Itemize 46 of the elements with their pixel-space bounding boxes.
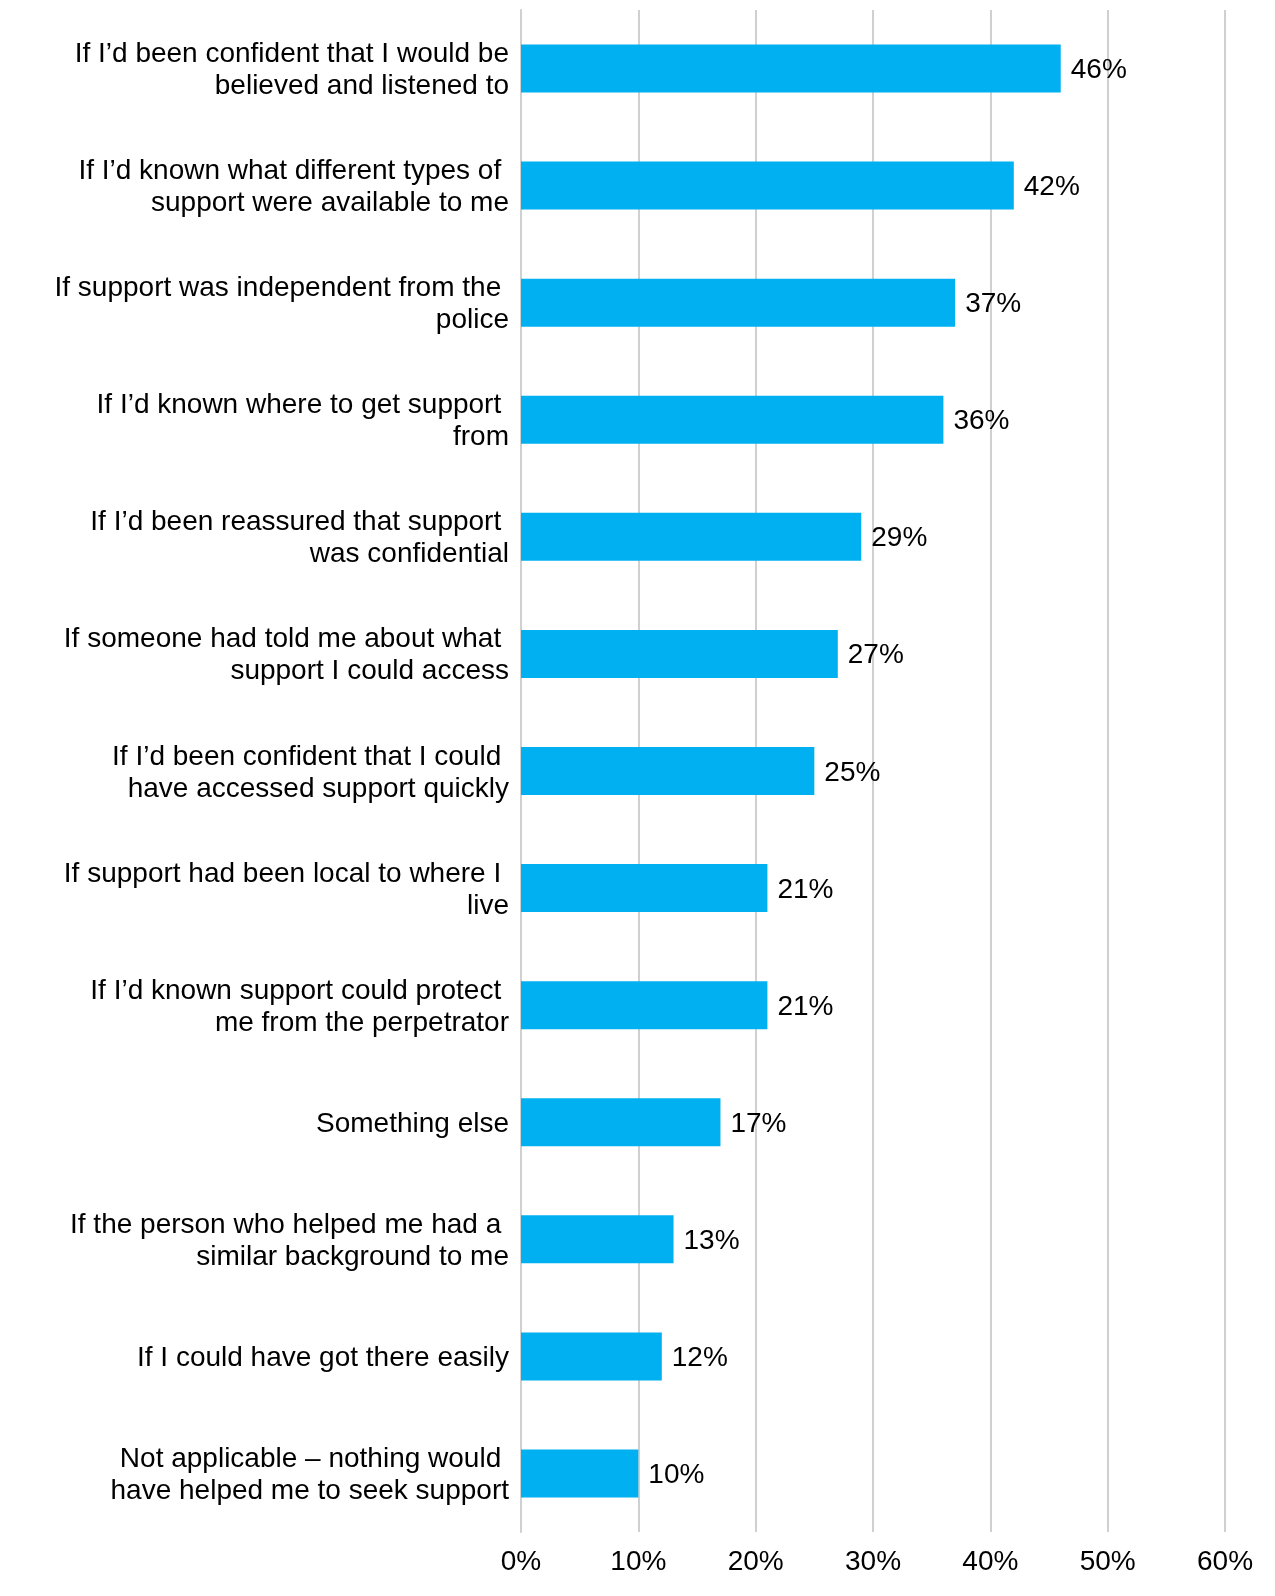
data-label: 13% <box>683 1223 740 1255</box>
data-label: 37% <box>965 287 1022 319</box>
bar <box>521 161 1014 210</box>
y-tick-label: If someone had told me about what support I could access <box>63 622 509 686</box>
data-label: 36% <box>953 404 1010 436</box>
x-tick-label: 60% <box>1196 1544 1254 1576</box>
y-tick-label: If I could have got there easily <box>137 1340 509 1372</box>
x-tick-label: 50% <box>1079 1544 1136 1576</box>
x-tick-label: 0% <box>500 1544 542 1576</box>
data-label: 25% <box>824 755 881 787</box>
x-tick-label: 40% <box>962 1544 1019 1576</box>
data-label: 42% <box>1023 170 1080 202</box>
y-tick-label: If support had been local to where I live <box>63 856 509 920</box>
data-label: 27% <box>847 638 904 670</box>
data-label: 10% <box>648 1457 705 1489</box>
y-tick-label: If I’d known where to get support from <box>96 388 509 452</box>
x-tick-label: 20% <box>727 1544 784 1576</box>
data-label: 17% <box>730 1106 787 1138</box>
x-tick-label: 10% <box>610 1544 667 1576</box>
data-label: 12% <box>671 1340 728 1372</box>
data-label: 21% <box>777 989 834 1021</box>
data-label: 21% <box>777 872 834 904</box>
y-tick-label: If the person who helped me had a similar background to me <box>70 1207 509 1271</box>
bar <box>521 1215 674 1264</box>
bar <box>521 512 862 561</box>
y-tick-label: If I’d been confident that I would be believed and listened to <box>74 37 509 101</box>
y-tick-label: Not applicable – nothing would have helped me to seek support <box>110 1441 510 1505</box>
bar <box>521 1332 662 1381</box>
y-tick-label: If support was independent from the police <box>54 271 509 335</box>
bar <box>521 1098 721 1147</box>
y-tick-label: Something else <box>315 1106 509 1138</box>
bar <box>521 1449 639 1498</box>
bar <box>521 44 1061 93</box>
bar <box>521 747 815 795</box>
bar <box>521 278 956 327</box>
data-label: 46% <box>1070 53 1127 85</box>
bar <box>521 981 768 1030</box>
y-tick-label: If I’d known support could protect me from the perpetrator <box>90 973 509 1037</box>
y-tick-label: If I’d known what different types of support were available to me <box>78 154 509 218</box>
bar <box>521 629 838 678</box>
x-tick-label: 30% <box>844 1544 902 1576</box>
y-tick-label: If I’d been confident that I could have accessed support quickly <box>112 739 509 803</box>
bar <box>521 395 944 444</box>
data-label: 29% <box>871 521 928 553</box>
y-tick-label: If I’d been reassured that support was confidential <box>90 505 509 569</box>
bar <box>521 864 768 913</box>
